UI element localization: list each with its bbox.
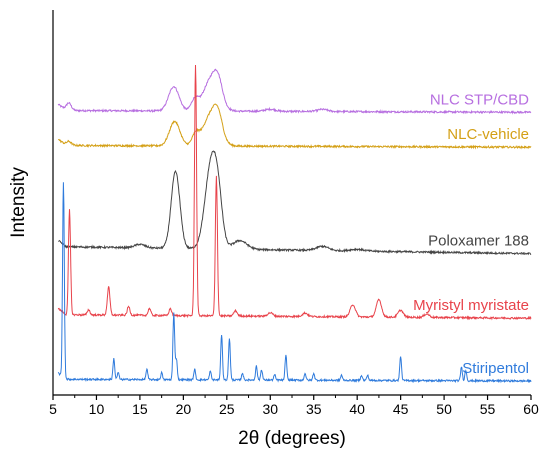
x-tick-label: 40: [349, 401, 365, 417]
series-line-3: [57, 64, 532, 321]
x-tick-label: 55: [480, 401, 496, 417]
x-tick-label: 60: [523, 401, 539, 417]
series-line-2: [58, 150, 532, 256]
series-label-2: Poloxamer 188: [428, 233, 529, 250]
x-tick-label: 50: [436, 401, 452, 417]
series-line-0: [57, 68, 532, 115]
series-layer: [57, 64, 532, 384]
series-line-4: [57, 182, 532, 384]
series-label-0: NLC STP/CBD: [430, 91, 529, 108]
series-label-4: Stiripentol: [462, 360, 529, 377]
x-tick-label: 30: [262, 401, 278, 417]
series-label-1: NLC-vehicle: [447, 126, 529, 143]
axis-layer: 5 10 15 20 25 30 35 40 45 50 55 60: [49, 10, 539, 417]
x-tick-label: 10: [89, 401, 105, 417]
y-axis-title: Intensity: [8, 167, 29, 238]
x-tick-label: 5: [49, 401, 57, 417]
x-tick-label: 15: [132, 401, 148, 417]
x-ticks: 5 10 15 20 25 30 35 40 45 50 55 60: [49, 395, 539, 417]
x-axis-title: 2θ (degrees): [238, 428, 346, 449]
series-label-3: Myristyl myristate: [413, 297, 529, 314]
x-tick-label: 20: [176, 401, 192, 417]
series-label-layer: NLC STP/CBD NLC-vehicle Poloxamer 188 Myris…: [413, 91, 529, 377]
x-tick-label: 35: [306, 401, 322, 417]
x-tick-label: 25: [219, 401, 235, 417]
series-line-1: [57, 103, 532, 150]
x-tick-label: 45: [393, 401, 409, 417]
